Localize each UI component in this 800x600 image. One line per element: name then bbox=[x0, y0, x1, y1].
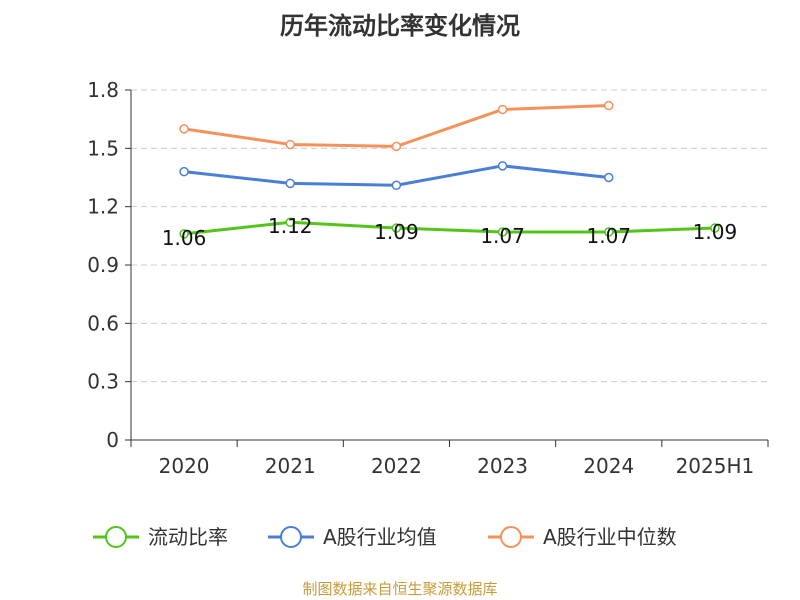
data-point bbox=[497, 227, 508, 237]
data-point bbox=[391, 223, 402, 233]
data-point bbox=[497, 104, 508, 115]
axes: 0 0.3 0.6 0.9 1.2 1.5 1.8 2020 2021 2022 2023 2024 2… bbox=[87, 78, 769, 478]
x-tick-label: 2022 bbox=[371, 454, 422, 478]
x-tick-label: 2023 bbox=[477, 454, 528, 478]
data-point bbox=[179, 166, 189, 177]
data-point bbox=[285, 139, 295, 150]
series-line-0 bbox=[183, 220, 715, 236]
data-label: 1.09 bbox=[693, 220, 738, 244]
data-point bbox=[285, 217, 295, 227]
y-tick-label: 0.3 bbox=[87, 370, 119, 394]
y-tick-label: 0.9 bbox=[87, 253, 119, 277]
legend-label: A股行业中位数 bbox=[543, 525, 677, 549]
y-tick-label: 1.2 bbox=[87, 195, 119, 219]
data-labels: 1.06 1.12 1.09 1.07 1.07 1.09 bbox=[162, 214, 737, 250]
grid-lines bbox=[131, 89, 768, 383]
legend-item-1[interactable]: A股行业均值 bbox=[268, 525, 437, 549]
data-label: 1.07 bbox=[586, 224, 631, 248]
source-note: 制图数据来自恒生聚源数据库 bbox=[302, 580, 498, 598]
data-point bbox=[604, 172, 614, 183]
series-line-2 bbox=[183, 104, 609, 148]
legend-swatch-marker bbox=[280, 526, 302, 548]
legend[interactable]: 流动比率 A股行业均值 A股行业中位数 bbox=[93, 525, 677, 549]
data-point bbox=[179, 229, 189, 239]
legend-item-2[interactable]: A股行业中位数 bbox=[488, 525, 677, 549]
data-point bbox=[179, 124, 189, 134]
y-tick-label: 0 bbox=[106, 428, 119, 452]
legend-item-0[interactable]: 流动比率 bbox=[93, 525, 228, 549]
chart-title: 历年流动比率变化情况 bbox=[280, 12, 520, 40]
data-point bbox=[391, 180, 402, 191]
data-point bbox=[710, 223, 720, 233]
data-point bbox=[604, 227, 614, 237]
data-point bbox=[285, 178, 295, 189]
data-label: 1.12 bbox=[268, 214, 313, 238]
y-tick-label: 1.5 bbox=[87, 136, 119, 160]
data-label: 1.07 bbox=[480, 224, 525, 248]
y-tick-label: 0.6 bbox=[87, 311, 119, 335]
legend-label: 流动比率 bbox=[148, 525, 228, 549]
data-point bbox=[604, 100, 614, 111]
legend-label: A股行业均值 bbox=[323, 525, 437, 549]
series-lines bbox=[179, 100, 720, 239]
data-label: 1.09 bbox=[374, 220, 419, 244]
y-tick-label: 1.8 bbox=[87, 78, 119, 102]
legend-swatch-marker bbox=[105, 526, 127, 548]
legend-swatch-marker bbox=[500, 526, 522, 548]
data-label: 1.06 bbox=[162, 226, 207, 250]
x-tick-label: 2024 bbox=[583, 454, 634, 478]
data-point bbox=[497, 161, 508, 171]
x-tick-label: 2021 bbox=[265, 454, 316, 478]
data-point bbox=[391, 141, 402, 152]
x-tick-label: 2025H1 bbox=[676, 454, 755, 478]
x-tick-label: 2020 bbox=[159, 454, 210, 478]
